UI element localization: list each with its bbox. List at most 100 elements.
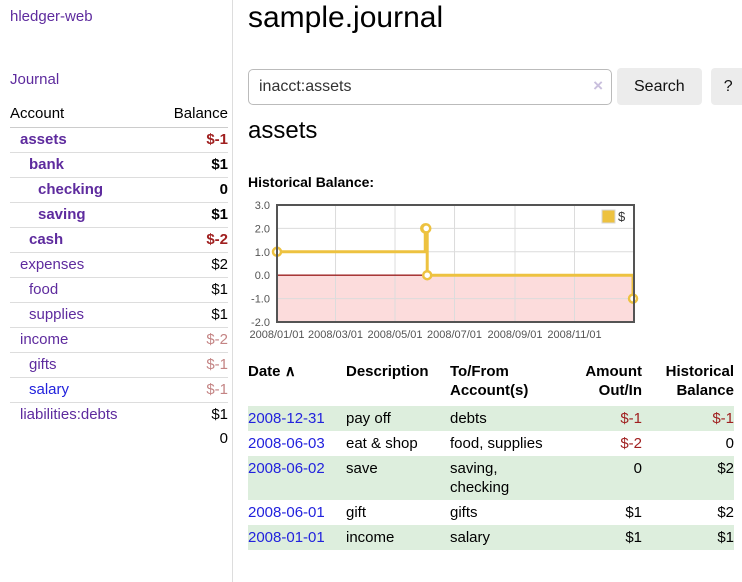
transaction-date-link[interactable]: 2008-12-31 [248,410,325,427]
account-row: supplies $1 [10,302,228,328]
legend-label: $ [618,209,626,224]
search-box: × [248,68,612,105]
register-row: 2008-06-03 eat & shop food, supplies $-2 0 [248,431,734,456]
y-tick-label: 0.0 [255,270,270,282]
transaction-balance: 0 [725,435,734,452]
account-balance: $-1 [154,377,228,403]
main-content: sample.journal × Search ? assets Histori… [248,0,742,582]
account-link-cash[interactable]: cash [29,231,64,248]
register-table-body: 2008-12-31 pay off debts $-1 $-1 2008-06-03 ea… [248,406,734,550]
clear-search-icon[interactable]: × [593,75,603,95]
page-title: sample.journal [248,1,444,34]
account-balance: $1 [154,202,228,228]
search-input[interactable] [248,68,612,105]
register-row: 2008-12-31 pay off debts $-1 $-1 [248,406,734,431]
account-link-liabilities-debts[interactable]: liabilities:debts [20,406,118,423]
transaction-date-link[interactable]: 2008-01-01 [248,529,325,546]
data-point-marker [421,269,433,281]
account-line: food, supplies [450,435,543,452]
y-tick-label: 2.0 [255,223,270,235]
account-balance: $1 [154,402,228,427]
account-line: debts [450,410,487,427]
transaction-description: eat & shop [346,435,418,452]
account-link-checking[interactable]: checking [38,181,104,198]
search-bar: × Search ? [248,68,742,105]
accounts-header-balance: Balance [154,101,228,128]
date-header-label: Date [248,363,281,380]
transaction-accounts: saving, checking [450,456,578,500]
y-tick-label: -1.0 [251,294,270,306]
register-header-row: Date ∧ Description To/From Account(s) Amo… [248,358,734,406]
account-row: cash $-2 [10,227,228,253]
account-balance: $-1 [154,352,228,378]
transaction-accounts: gifts [450,500,578,525]
account-balance: $1 [154,277,228,303]
x-tick-label: 2008/05/01 [367,329,422,341]
y-tick-label: 3.0 [255,200,270,212]
transaction-amount: $-1 [578,406,642,431]
register-row: 2008-01-01 income salary $1 $1 [248,525,734,550]
legend-swatch [601,209,616,224]
account-row: salary $-1 [10,377,228,403]
transaction-amount: $1 [578,525,642,550]
header-line: Amount [585,363,642,380]
sidebar-item-journal[interactable]: Journal [10,71,60,88]
historical-balance-chart[interactable]: $3.0 2.0 1.0 0.0 -1.0 -2.0 2008/01/01 2008/03/0… [248,200,652,342]
account-link-saving[interactable]: saving [38,206,86,223]
transaction-balance: $2 [642,456,734,500]
account-balance: $2 [154,252,228,278]
search-button[interactable]: Search [617,68,702,105]
chart-title: Historical Balance: [248,174,375,190]
account-link-expenses[interactable]: expenses [20,256,85,273]
account-link-gifts[interactable]: gifts [29,356,57,373]
account-row: assets $-1 [10,128,228,153]
account-link-supplies[interactable]: supplies [29,306,85,323]
transaction-balance: $1 [642,525,734,550]
header-line: Account(s) [450,382,529,399]
header-line: Historical [665,363,734,380]
account-balance: $1 [154,302,228,328]
accounts-header-account: Account [10,101,155,128]
header-line: Out/In [598,382,642,399]
account-link-food[interactable]: food [29,281,59,298]
account-balance: $-2 [154,327,228,353]
account-line: gifts [450,504,478,521]
help-button[interactable]: ? [710,68,742,105]
account-row: checking 0 [10,177,228,203]
register-header-date: Date ∧ [248,358,346,406]
register-header-description: Description [346,363,429,380]
transaction-accounts: debts [450,406,578,431]
x-tick-label: 2008/01/01 [249,329,304,341]
transaction-description: pay off [346,406,450,431]
account-line: saving, [450,460,498,477]
account-link-assets[interactable]: assets [20,131,67,148]
account-link-bank[interactable]: bank [29,156,65,173]
accounts-table-body: assets $-1 bank $1 checking 0 saving $1 cash $-2 e… [10,128,228,427]
transaction-date-link[interactable]: 2008-06-02 [248,460,325,477]
sort-ascending-icon: ∧ [284,363,296,380]
transaction-date-link[interactable]: 2008-06-01 [248,504,325,521]
plot-border [276,204,635,323]
account-link-income[interactable]: income [20,331,69,348]
transaction-description: income [346,525,450,550]
account-row: income $-2 [10,327,228,353]
account-balance: $-1 [206,131,228,148]
header-line: To/From [450,363,509,380]
x-tick-label: 2008/09/01 [487,329,542,341]
x-tick-label: 2008/11/01 [547,329,601,341]
app-title-link[interactable]: hledger-web [10,8,93,25]
register-row: 2008-06-02 save saving, checking 0 $2 [248,456,734,500]
accounts-total-spacer [10,427,155,451]
register-header-balance: Historical Balance [642,358,734,406]
x-tick-label: 2008/03/01 [308,329,363,341]
accounts-total-row: 0 [10,427,228,451]
data-point-marker [420,223,432,234]
account-link-salary[interactable]: salary [29,381,70,398]
account-row: expenses $2 [10,252,228,278]
transaction-date-link[interactable]: 2008-06-03 [248,435,325,452]
account-row: saving $1 [10,202,228,228]
account-row: gifts $-1 [10,352,228,378]
transaction-accounts: salary [450,525,578,550]
register-table: Date ∧ Description To/From Account(s) Amo… [248,358,734,550]
